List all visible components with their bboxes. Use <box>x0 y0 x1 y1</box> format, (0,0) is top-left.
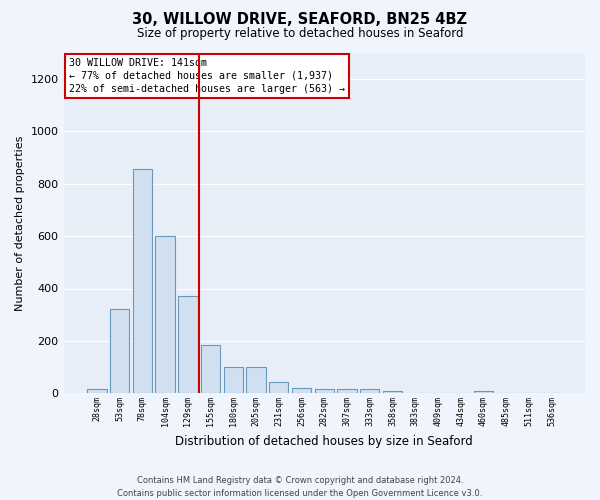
Text: Size of property relative to detached houses in Seaford: Size of property relative to detached ho… <box>137 28 463 40</box>
Bar <box>133 169 152 394</box>
Bar <box>247 367 266 394</box>
X-axis label: Distribution of detached houses by size in Seaford: Distribution of detached houses by size … <box>175 434 473 448</box>
Bar <box>383 391 402 394</box>
Text: 30, WILLOW DRIVE, SEAFORD, BN25 4BZ: 30, WILLOW DRIVE, SEAFORD, BN25 4BZ <box>133 12 467 28</box>
Bar <box>474 391 493 394</box>
Bar <box>224 367 243 394</box>
Bar <box>155 236 175 394</box>
Bar <box>360 390 379 394</box>
Bar <box>292 388 311 394</box>
Bar <box>178 296 197 394</box>
Text: Contains HM Land Registry data © Crown copyright and database right 2024.
Contai: Contains HM Land Registry data © Crown c… <box>118 476 482 498</box>
Bar <box>87 390 107 394</box>
Bar <box>337 390 356 394</box>
Bar <box>110 310 130 394</box>
Bar <box>201 345 220 394</box>
Y-axis label: Number of detached properties: Number of detached properties <box>15 136 25 310</box>
Bar <box>314 390 334 394</box>
Bar <box>269 382 289 394</box>
Text: 30 WILLOW DRIVE: 141sqm
← 77% of detached houses are smaller (1,937)
22% of semi: 30 WILLOW DRIVE: 141sqm ← 77% of detache… <box>69 58 345 94</box>
